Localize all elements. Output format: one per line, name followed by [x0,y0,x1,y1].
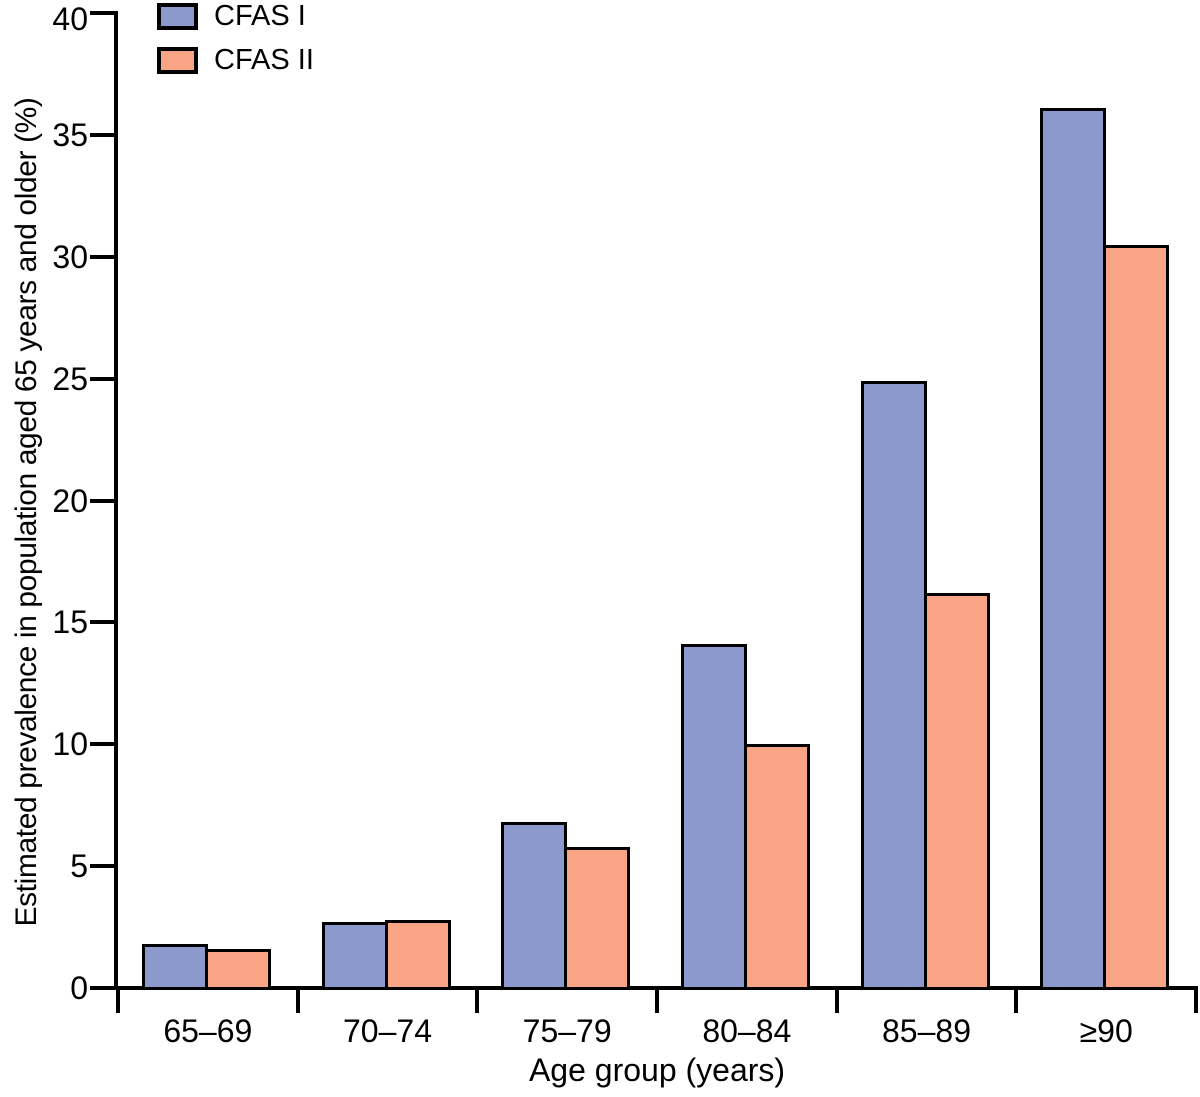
bar-cfas-ii-70-74 [384,920,451,990]
y-tick [90,254,114,259]
y-tick-label: 40 [52,1,88,37]
x-tick [1014,988,1019,1013]
y-tick-label: 20 [52,482,88,519]
y-tick-label: 5 [70,848,88,885]
x-tick [1194,988,1198,1013]
y-tick [90,132,114,137]
x-category-label: 70–74 [343,1013,432,1049]
legend-entry-cfas-i: CFAS I [157,2,314,31]
bar-cfas-ii-65-69 [204,949,271,990]
y-tick [90,498,114,503]
y-tick-label: 35 [52,116,88,153]
legend-label: CFAS II [214,44,314,76]
y-tick [90,620,114,625]
x-category-label: ≥90 [1079,1013,1133,1049]
y-tick [90,864,114,869]
bar-cfas-i-85-89 [860,381,927,990]
bar-cfas-i-65-69 [141,944,208,990]
bar-cfas-i-75-79 [501,822,568,990]
bar-cfas-ii-80-84 [743,744,810,990]
y-axis-line [114,11,118,990]
y-tick-label: 25 [52,360,88,397]
bar-cfas-ii-90 [1103,245,1170,990]
x-axis-title: Age group (years) [528,1052,786,1088]
bar-cfas-i-80-84 [680,644,747,990]
y-tick-label: 0 [70,970,88,1006]
bar-cfas-i-90 [1040,108,1107,990]
x-tick [295,988,300,1013]
y-tick-label: 15 [52,604,88,641]
y-tick [90,376,114,381]
x-category-label: 75–79 [522,1013,612,1049]
legend: CFAS I CFAS II [157,2,314,75]
legend-swatch-icon [157,47,198,74]
x-category-label: 85–89 [882,1013,971,1049]
legend-swatch-icon [157,3,198,30]
y-tick-label: 10 [52,726,88,763]
bar-cfas-ii-75-79 [564,847,631,990]
x-tick [116,988,120,1013]
y-tick [90,742,114,747]
y-tick-label: 30 [52,238,88,275]
x-tick [834,988,839,1013]
legend-label: CFAS I [214,0,306,32]
bar-cfas-i-70-74 [321,922,388,990]
y-tick [90,11,114,15]
y-tick [90,986,114,990]
bar-cfas-ii-85-89 [923,593,990,990]
x-category-label: 80–84 [702,1013,792,1049]
x-tick [655,988,659,1013]
x-tick [475,988,480,1013]
legend-entry-cfas-ii: CFAS II [157,46,314,75]
x-category-label: 65–69 [163,1013,253,1049]
